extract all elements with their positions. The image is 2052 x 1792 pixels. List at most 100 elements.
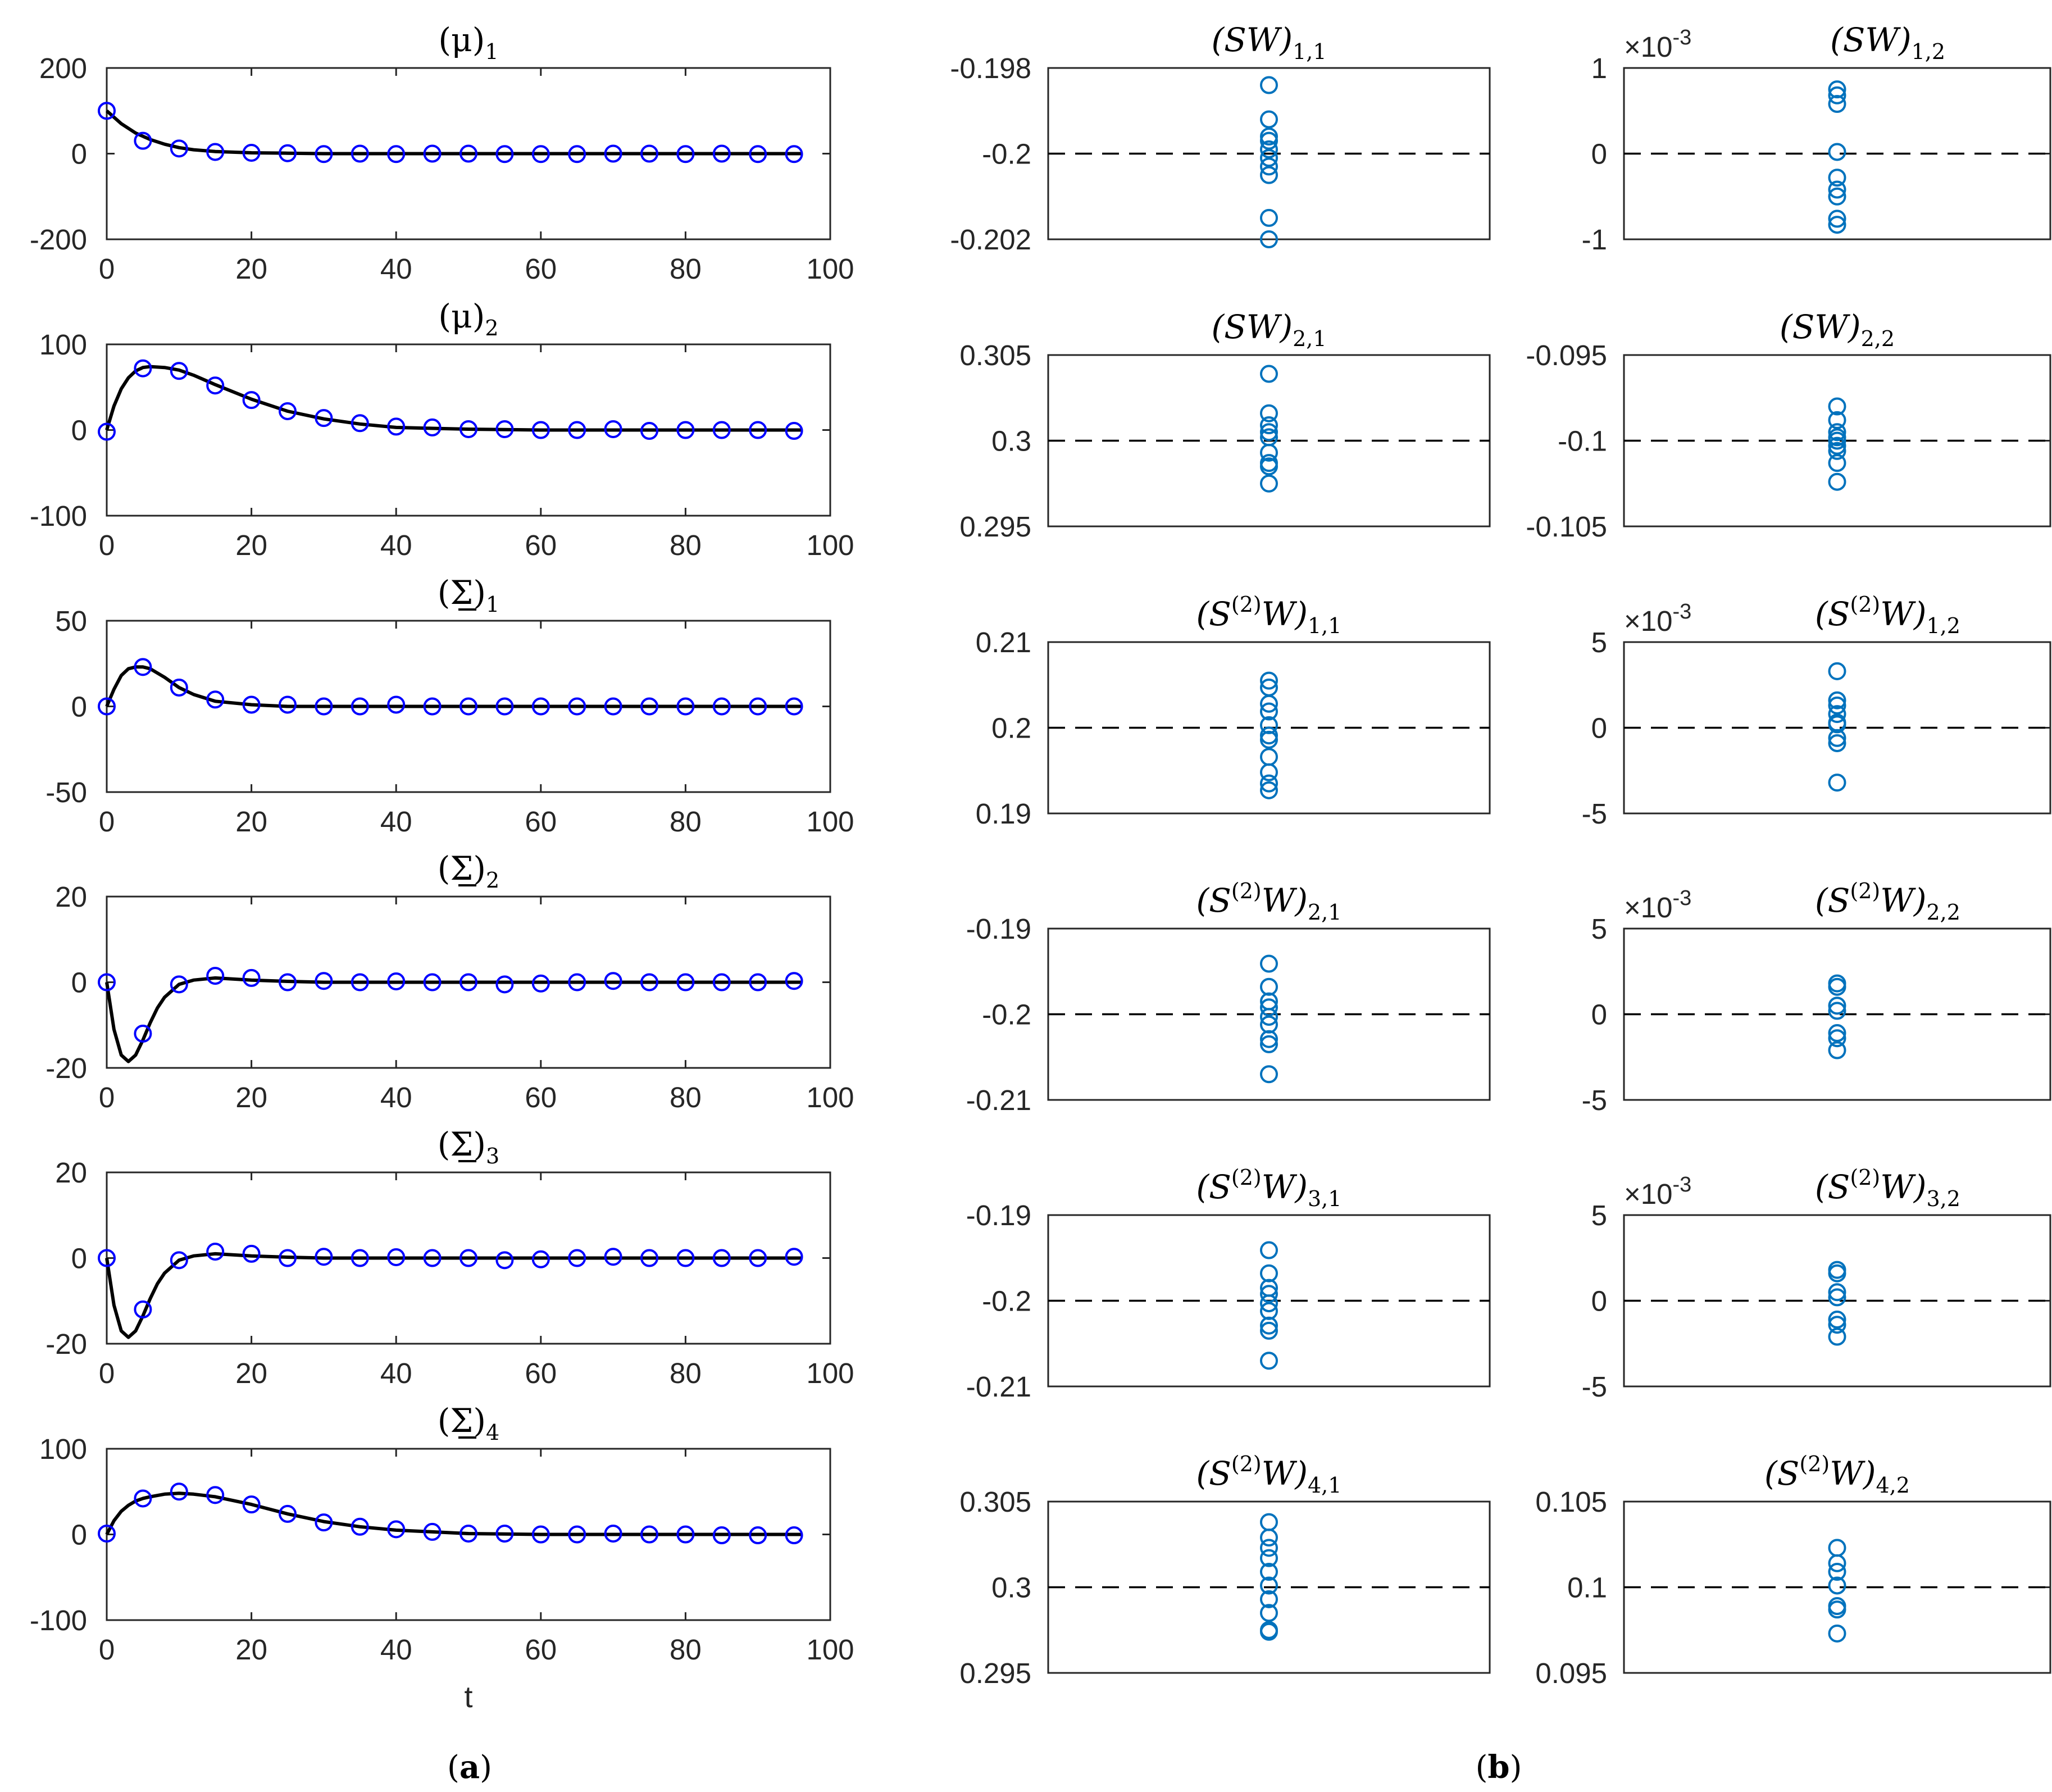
- y-tick-label: 0.295: [959, 511, 1031, 543]
- data-point-12-3: [1260, 998, 1278, 1017]
- x-tick-label: 20: [235, 1357, 267, 1389]
- data-point-15-5: [1828, 1316, 1846, 1334]
- data-point-5-15: [640, 1525, 658, 1544]
- data-point-11-1: [1828, 691, 1846, 709]
- y-tick-label: -0.2: [982, 138, 1031, 170]
- data-point-4-15: [640, 1249, 658, 1267]
- chart-6: -0.198 -0.2 -0.202 (SW)1,1: [950, 21, 1491, 256]
- y-tick-label: -5: [1582, 798, 1607, 830]
- chart-title-12: (S(2)W)2,1: [1196, 879, 1342, 925]
- data-point-10-4: [1260, 716, 1278, 734]
- data-point-14-7: [1260, 1321, 1278, 1340]
- data-point-6-0: [1260, 76, 1278, 94]
- chart-5: 0 20 40 60 80 100 100 0 -100 (Σ)4 t: [30, 1402, 854, 1714]
- data-point-14-4: [1260, 1294, 1278, 1313]
- data-point-5-3: [206, 1486, 225, 1504]
- data-point-10-3: [1260, 702, 1278, 721]
- data-point-0-14: [604, 144, 622, 163]
- chart-13: 5 0 -5 ×10-3 (S(2)W)2,2: [1582, 879, 2051, 1116]
- data-point-0-4: [242, 143, 261, 162]
- x-tick-label: 100: [806, 253, 854, 285]
- x-tick-label: 100: [806, 1634, 854, 1666]
- chart-title-7: (SW)1,2: [1830, 21, 1945, 64]
- data-point-3-11: [495, 975, 514, 994]
- chart-0: 0 20 40 60 80 100 200 0 -200 (μ)1: [30, 21, 854, 285]
- data-point-4-5: [279, 1249, 297, 1267]
- data-point-11-0: [1828, 662, 1846, 680]
- x-tick-label: 40: [380, 1357, 412, 1389]
- series-curve-2: [105, 665, 802, 708]
- x-tick-label: 60: [525, 1081, 557, 1113]
- data-point-3-18: [749, 973, 767, 991]
- y-tick-label: 20: [55, 881, 87, 913]
- y-tick-label: -0.2: [982, 999, 1031, 1031]
- y-tick-label: 0.2: [991, 712, 1031, 744]
- data-point-1-1: [134, 359, 152, 377]
- x-tick-label: 20: [235, 253, 267, 285]
- chart-10: 0.21 0.2 0.19 (S(2)W)1,1: [976, 592, 1491, 830]
- data-point-13-3: [1828, 1002, 1846, 1020]
- data-point-15-6: [1828, 1327, 1846, 1346]
- data-point-4-2: [170, 1251, 188, 1270]
- data-point-8-8: [1260, 474, 1278, 493]
- data-point-5-19: [785, 1526, 803, 1545]
- data-point-7-8: [1828, 216, 1846, 234]
- y-tick-label: -20: [46, 1052, 87, 1084]
- exponent-label-11: ×10-3: [1624, 600, 1691, 637]
- data-point-3-14: [604, 972, 622, 990]
- data-point-3-15: [640, 973, 658, 991]
- chart-title-15: (S(2)W)3,2: [1815, 1165, 1960, 1211]
- data-point-13-5: [1828, 1029, 1846, 1048]
- y-tick-label: 0.3: [991, 1572, 1031, 1604]
- data-point-7-3: [1828, 143, 1846, 161]
- data-point-11-5: [1828, 715, 1846, 734]
- data-point-0-13: [568, 145, 586, 163]
- data-point-5-5: [279, 1504, 297, 1523]
- data-point-1-0: [98, 422, 116, 441]
- x-tick-label: 0: [99, 1081, 115, 1113]
- data-point-13-4: [1828, 1024, 1846, 1043]
- data-point-13-2: [1828, 997, 1846, 1015]
- data-point-4-11: [495, 1251, 514, 1270]
- chart-title-9: (SW)2,2: [1780, 308, 1895, 351]
- x-tick-label: 40: [380, 1081, 412, 1113]
- caption-b-letter: b: [1487, 1749, 1509, 1786]
- y-tick-label: -100: [30, 1604, 87, 1636]
- x-tick-label: 60: [525, 529, 557, 561]
- y-tick-label: -200: [30, 224, 87, 256]
- data-point-2-13: [568, 697, 586, 716]
- x-tick-label: 20: [235, 1081, 267, 1113]
- data-point-3-2: [170, 975, 188, 994]
- data-point-5-6: [315, 1513, 333, 1532]
- data-point-10-8: [1260, 763, 1278, 781]
- data-point-2-7: [351, 697, 369, 716]
- chart-title-14: (S(2)W)3,1: [1196, 1165, 1342, 1211]
- y-tick-label: 1: [1591, 52, 1607, 84]
- data-point-4-9: [423, 1249, 442, 1267]
- data-point-1-4: [242, 391, 261, 410]
- y-tick-label: -0.095: [1526, 339, 1607, 371]
- y-tick-label: -0.105: [1526, 511, 1607, 543]
- data-point-1-3: [206, 376, 225, 395]
- y-tick-label: 0: [71, 967, 87, 999]
- chart-15: 5 0 -5 ×10-3 (S(2)W)3,2: [1582, 1165, 2051, 1403]
- x-tick-label: 100: [806, 806, 854, 838]
- data-point-3-1: [134, 1025, 152, 1043]
- data-point-4-17: [712, 1249, 731, 1267]
- x-tick-label: 20: [235, 806, 267, 838]
- x-tick-label: 40: [380, 806, 412, 838]
- data-point-8-1: [1260, 404, 1278, 422]
- data-point-16-2: [1260, 1539, 1278, 1557]
- data-point-12-6: [1260, 1030, 1278, 1048]
- data-point-14-8: [1260, 1352, 1278, 1370]
- y-tick-label: 0: [71, 138, 87, 170]
- data-point-5-4: [242, 1495, 261, 1514]
- chart-1: 0 20 40 60 80 100 100 0 -100 (μ)2: [30, 297, 854, 561]
- data-point-2-14: [604, 697, 622, 716]
- data-point-6-9: [1260, 230, 1278, 248]
- y-tick-label: 50: [55, 605, 87, 637]
- data-point-3-7: [351, 973, 369, 991]
- data-point-12-7: [1260, 1035, 1278, 1053]
- data-point-3-6: [315, 972, 333, 990]
- data-point-2-2: [170, 678, 188, 697]
